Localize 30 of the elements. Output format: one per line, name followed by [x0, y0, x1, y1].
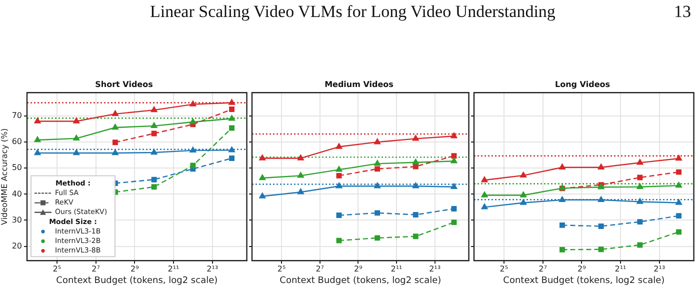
chart-title: Short Videos: [95, 80, 154, 89]
x-tick-label: 2¹³: [654, 264, 666, 274]
y-tick-label: 60: [12, 137, 22, 146]
y-axis-title: VideoMME Accuracy (%): [0, 128, 9, 225]
x-tick-label: 2¹¹: [614, 264, 626, 274]
y-tick-label: 50: [12, 163, 22, 172]
y-tick-label: 70: [12, 111, 22, 120]
y-tick-label: 30: [12, 215, 22, 224]
x-tick-label: 2⁵: [52, 264, 62, 274]
x-tick-label: 2⁷: [92, 264, 100, 274]
x-axis-title: Context Budget (tokens, log2 scale): [56, 276, 218, 286]
x-tick-label: 2¹¹: [168, 264, 180, 274]
chart-title: Long Videos: [554, 80, 610, 89]
x-tick-label: 2¹³: [206, 264, 218, 274]
chart-title: Medium Videos: [324, 80, 394, 89]
x-tick-label: 2⁷: [316, 264, 324, 274]
x-tick-label: 2⁹: [130, 264, 139, 274]
x-axis-title: Context Budget (tokens, log2 scale): [503, 276, 665, 286]
x-tick-label: 2¹³: [429, 264, 441, 274]
x-tick-label: 2⁹: [577, 264, 586, 274]
y-tick-label: 40: [12, 189, 22, 198]
x-tick-label: 2⁷: [538, 264, 547, 274]
text: Linear Scaling Video VLMs for Long Video Understanding: [150, 2, 556, 22]
x-axis-title: Context Budget (tokens, log2 scale): [280, 276, 442, 286]
x-tick-label: 2⁹: [354, 264, 362, 274]
x-tick-label: 2⁵: [500, 264, 508, 274]
x-tick-label: 2¹¹: [390, 264, 402, 274]
x-tick-label: 2⁵: [277, 264, 286, 274]
text: 13: [674, 2, 691, 22]
y-tick-label: 20: [12, 241, 22, 250]
